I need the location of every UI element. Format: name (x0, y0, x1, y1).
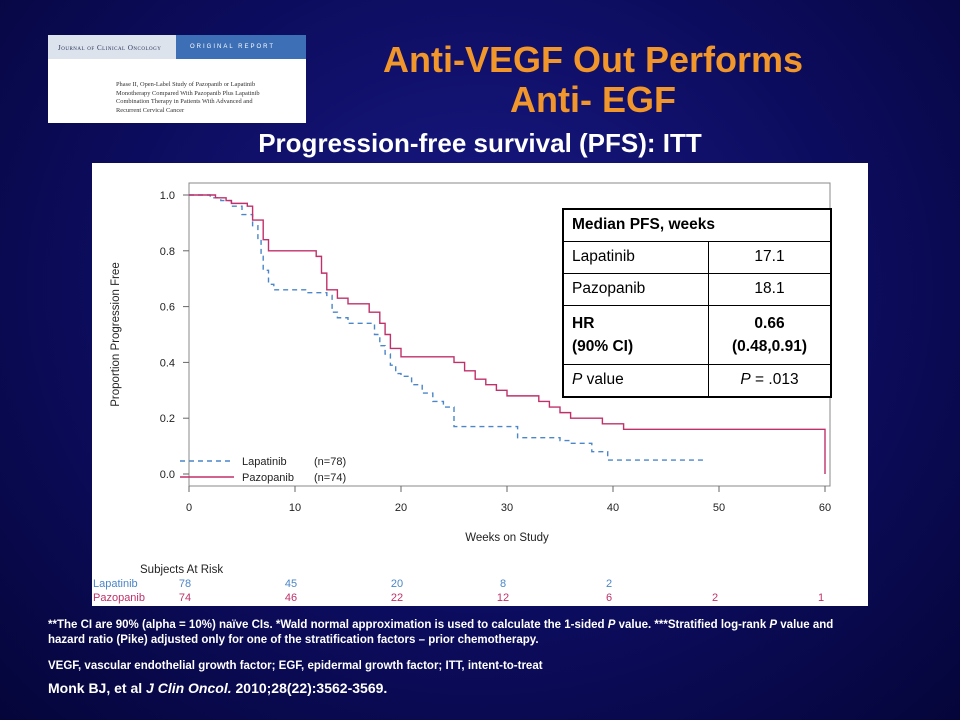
article-line: Phase II, Open-Label Study of Pazopanib … (116, 81, 256, 88)
x-axis-label: Weeks on Study (465, 532, 549, 544)
pfs-table-header: Median PFS, weeks (572, 216, 715, 233)
legend-n: (n=78) (314, 456, 346, 468)
risk-count: 22 (391, 592, 403, 604)
slide-subtitle: Progression-free survival (PFS): ITT (258, 128, 702, 158)
journal-header-image: Journal of Clinical Oncology ORIGINAL RE… (48, 35, 306, 123)
citation-text: Monk BJ, et al (48, 680, 147, 696)
y-tick-label: 0.2 (160, 413, 175, 425)
legend-n: (n=74) (314, 472, 346, 484)
risk-count: 8 (500, 578, 506, 590)
y-tick-label: 0.8 (160, 246, 175, 258)
x-tick-label: 40 (607, 502, 619, 514)
citation-text: 2010;28(22):3562-3569. (231, 680, 388, 696)
x-tick-label: 30 (501, 502, 513, 514)
risk-count: 46 (285, 592, 297, 604)
hr-label: HR (90% CI) (564, 306, 709, 364)
p-value: P = .013 (709, 365, 830, 396)
y-tick-label: 0.0 (160, 469, 175, 481)
slide-title-line1: Anti-VEGF Out Performs (382, 39, 804, 80)
journal-article-title: Phase II, Open-Label Study of Pazopanib … (48, 59, 306, 115)
x-tick-label: 20 (395, 502, 407, 514)
p-value-rest: = .013 (750, 371, 799, 388)
x-tick-label: 0 (186, 502, 192, 514)
y-axis-label: Proportion Progression Free (110, 262, 122, 406)
km-chart: 0.0 0.2 0.4 0.6 0.8 1.0 0 10 20 30 40 50 60 Weeks on … (93, 182, 831, 604)
risk-count: 2 (606, 578, 612, 590)
legend-label: Pazopanib (242, 472, 294, 484)
legend-label: Lapatinib (242, 456, 287, 468)
article-line: Monotherapy Compared With Pazopanib Plus… (116, 89, 260, 97)
risk-table-header: Subjects At Risk (140, 564, 223, 576)
y-tick-label: 0.4 (160, 357, 175, 369)
risk-count: 20 (391, 578, 403, 590)
hr-label-line1: HR (572, 315, 595, 332)
pazopanib-curve (189, 194, 826, 474)
risk-count: 2 (712, 592, 718, 604)
p-value-italic: P (740, 371, 751, 388)
p-value-label: P value (564, 365, 709, 396)
citation: Monk BJ, et al J Clin Oncol. 2010;28(22)… (48, 680, 387, 696)
pfs-row-value: 18.1 (754, 280, 785, 297)
y-tick-label: 0.6 (160, 302, 175, 314)
citation-journal: J Clin Oncol. (146, 680, 232, 696)
x-tick-label: 60 (819, 502, 831, 514)
risk-count: 1 (818, 592, 824, 604)
chart-panel: 0.0 0.2 0.4 0.6 0.8 1.0 0 10 20 30 40 50 60 Weeks on … (92, 163, 868, 606)
x-tick-label: 50 (713, 502, 725, 514)
footnote-italic: P (769, 619, 778, 631)
risk-count: 78 (179, 578, 191, 590)
pfs-row-label: Lapatinib (564, 242, 709, 273)
risk-count: 74 (179, 592, 191, 604)
slide-title-line2: Anti- EGF (510, 79, 676, 120)
risk-count: 12 (497, 592, 509, 604)
article-line: Recurrent Cervical Cancer (116, 106, 185, 114)
footnote-text: **The CI are 90% (alpha = 10%) naïve CIs… (48, 619, 608, 631)
hr-value-line2: (0.48,0.91) (732, 338, 807, 355)
hr-value-line1: 0.66 (754, 315, 785, 332)
hr-label-line2: (90% CI) (572, 338, 634, 355)
x-tick-label: 10 (289, 502, 301, 514)
article-line: Combination Therapy in Patients With Adv… (116, 98, 253, 106)
footnote-ci: **The CI are 90% (alpha = 10%) naïve CIs… (48, 618, 868, 648)
journal-tag: ORIGINAL REPORT (176, 35, 306, 59)
hr-value: 0.66 (0.48,0.91) (709, 306, 830, 364)
footnote-text: value and hazard ratio (Pike) adjusted o… (48, 619, 834, 646)
risk-row-label: Pazopanib (93, 592, 145, 604)
p-label-rest: value (582, 371, 624, 388)
y-tick-label: 1.0 (160, 190, 175, 202)
footnote-abbreviations: VEGF, vascular endothelial growth factor… (48, 660, 543, 672)
pfs-row-value: 17.1 (754, 248, 785, 265)
p-label-italic: P (572, 371, 583, 388)
risk-row-label: Lapatinib (93, 578, 138, 590)
risk-count: 45 (285, 578, 297, 590)
footnote-italic: P (607, 619, 616, 631)
pfs-row-label: Pazopanib (564, 274, 709, 305)
risk-count: 6 (606, 592, 612, 604)
footnote-text: value. ***Stratified log-rank (615, 619, 770, 631)
journal-name: Journal of Clinical Oncology (48, 35, 176, 59)
median-pfs-table: Median PFS, weeks Lapatinib 17.1 Pazopan… (562, 208, 832, 398)
slide-title: Anti-VEGF Out Performs Anti- EGF (318, 40, 868, 120)
